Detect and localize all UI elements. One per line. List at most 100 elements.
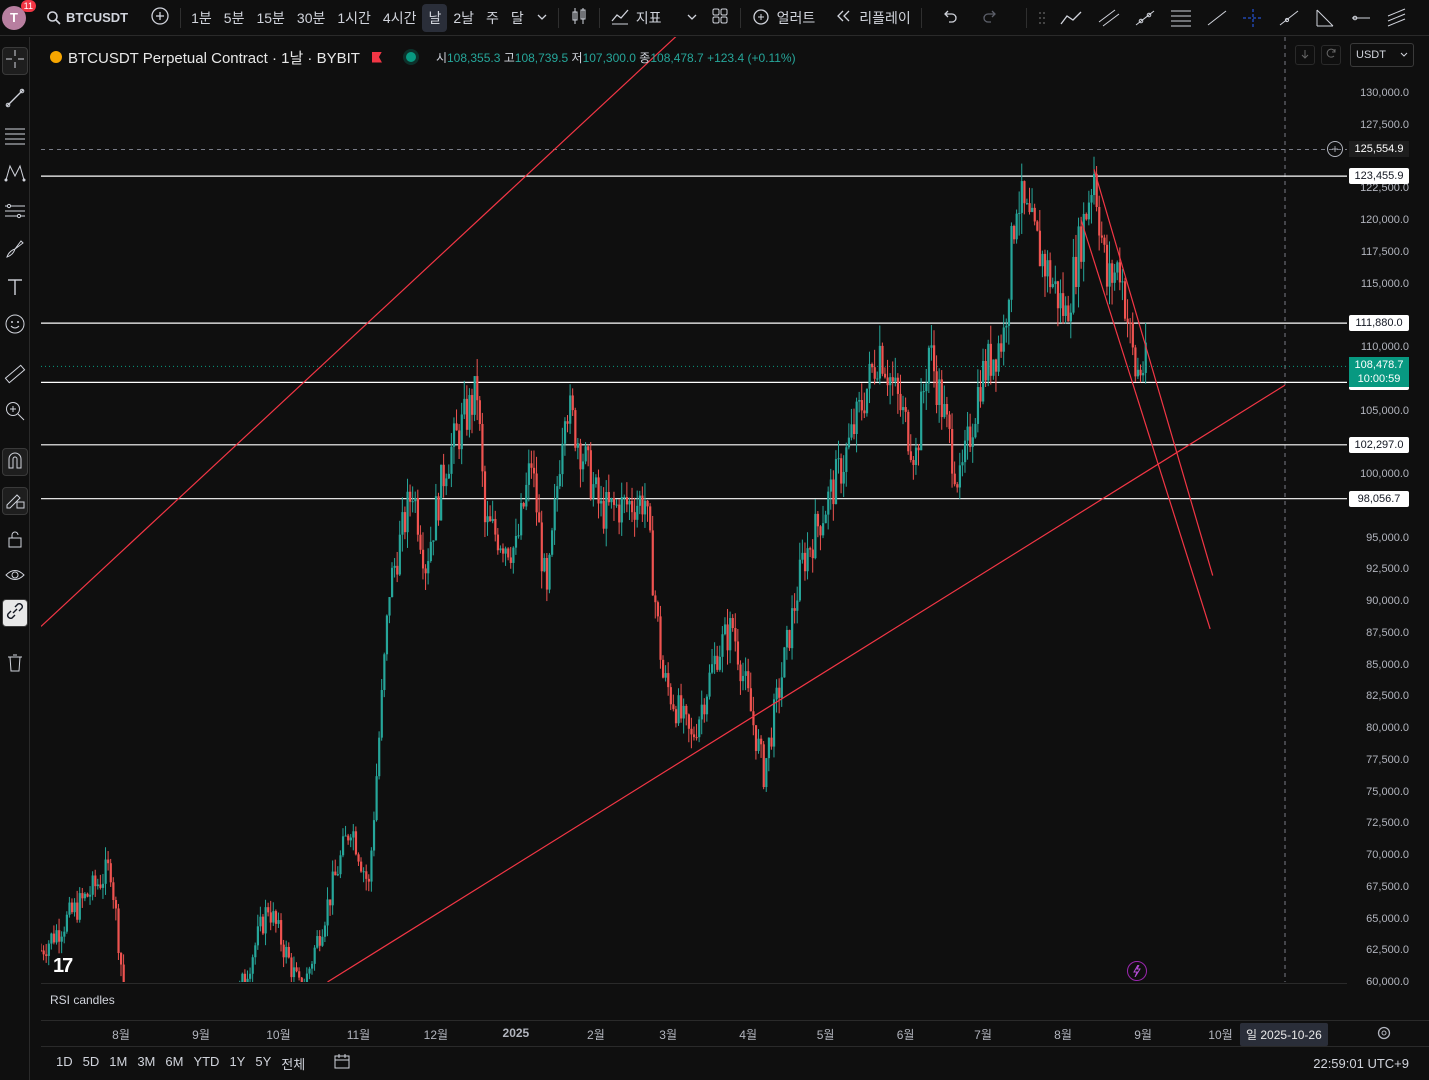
interval-button[interactable]: 날 <box>422 3 448 32</box>
undo-button[interactable] <box>934 4 964 32</box>
price-tick: 115,000.0 <box>1360 277 1409 290</box>
layouts-button[interactable] <box>704 4 736 32</box>
replay-button[interactable]: 리플레이 <box>829 4 917 32</box>
range-button[interactable]: 1D <box>56 1054 73 1069</box>
interval-button[interactable]: 주 <box>486 9 499 26</box>
candle-body <box>912 459 915 465</box>
candle-body <box>349 837 352 841</box>
interval-button[interactable]: 1시간 <box>337 9 371 26</box>
time-tick: 7월 <box>974 1028 992 1042</box>
candle-body <box>473 376 476 415</box>
alert-button[interactable]: 얼러트 <box>745 4 822 32</box>
crosshair-tool-icon[interactable] <box>1235 4 1271 32</box>
candle-body <box>618 504 621 523</box>
date-range-button[interactable] <box>332 1051 352 1076</box>
sync-drawings-button[interactable] <box>2 599 28 627</box>
add-alert-plus-icon[interactable]: + <box>1327 141 1343 158</box>
interval-button[interactable]: 15분 <box>256 9 285 26</box>
candle-body <box>465 398 469 430</box>
zoom-tool-button[interactable] <box>2 399 28 427</box>
interval-button[interactable]: 4시간 <box>382 9 417 26</box>
symbol-title[interactable]: BTCUSDT Perpetual Contract · 1날 · BYBIT <box>68 49 360 67</box>
redo-button[interactable] <box>976 4 1006 32</box>
compare-symbol-button[interactable] <box>144 4 176 32</box>
range-button[interactable]: 전체 <box>281 1057 306 1072</box>
interval-button[interactable]: 2날 <box>453 9 475 26</box>
settings-gear-icon[interactable] <box>1376 1025 1392 1046</box>
parallel-channel-tool-icon[interactable] <box>1091 4 1127 32</box>
magnet-mode-button[interactable] <box>2 448 28 476</box>
price-tick: 62,500.0 <box>1366 944 1409 957</box>
interval-button[interactable]: 1분 <box>191 9 212 26</box>
candle-body <box>850 424 853 438</box>
drag-handle-icon[interactable] <box>1037 10 1047 26</box>
interval-button[interactable]: 30분 <box>296 9 326 26</box>
flag-icon[interactable] <box>371 51 382 63</box>
range-button[interactable]: 3M <box>137 1054 156 1069</box>
extended-line-tool-icon[interactable] <box>1271 4 1307 32</box>
remove-drawings-button[interactable] <box>2 651 28 679</box>
candle-body <box>951 428 954 474</box>
range-button[interactable]: 5Y <box>255 1054 272 1069</box>
candle-body <box>429 541 432 562</box>
fib-tool-button[interactable] <box>2 124 28 152</box>
lightning-icon[interactable] <box>1127 961 1147 981</box>
range-button[interactable]: YTD <box>193 1054 220 1069</box>
horizontal-ray-tool-icon[interactable] <box>1343 4 1379 32</box>
candle-body <box>421 549 425 569</box>
pattern-tool-button[interactable] <box>2 161 28 189</box>
candle-body <box>576 443 580 448</box>
user-avatar[interactable]: T 11 <box>2 0 36 30</box>
candle-body <box>816 513 820 527</box>
interval-dropdown-button[interactable] <box>530 4 554 32</box>
clock-timezone[interactable]: 22:59:01 UTC+9 <box>1313 1056 1409 1071</box>
price-chart[interactable] <box>41 37 1347 982</box>
scroll-down-button[interactable] <box>1295 45 1315 65</box>
time-tick: 4월 <box>739 1028 758 1042</box>
auto-scale-button[interactable] <box>1321 45 1341 65</box>
interval-button[interactable]: 5분 <box>223 9 245 26</box>
pitchfork-tool-icon[interactable] <box>1307 4 1343 32</box>
brush-tool-button[interactable] <box>2 237 28 265</box>
trendline-tool-button[interactable] <box>2 86 28 114</box>
trend-line-tool-icon[interactable] <box>1127 4 1163 32</box>
candle-body <box>401 512 404 535</box>
range-button[interactable]: 1Y <box>229 1054 246 1069</box>
candle-body <box>772 699 776 747</box>
pane-separator[interactable] <box>41 983 1347 984</box>
rsi-pane[interactable] <box>41 984 1347 1020</box>
time-axis[interactable]: 8월 9월 10월 11월 12월 2025 2월 3월 4월 5월 6월 7월 8월 9월 10월 일 2… <box>41 1020 1429 1046</box>
fib-retracement-tool-icon[interactable] <box>1163 4 1199 32</box>
range-button[interactable]: 1M <box>109 1054 128 1069</box>
channel-upper-line <box>41 37 677 627</box>
time-tick: 11월 <box>346 1028 371 1042</box>
hide-drawings-button[interactable] <box>2 563 28 591</box>
stay-in-drawing-mode-button[interactable] <box>2 487 28 515</box>
range-button[interactable]: 5D <box>82 1054 100 1069</box>
candle-body <box>1131 322 1134 348</box>
range-button[interactable]: 6M <box>165 1054 184 1069</box>
measure-tool-button[interactable] <box>2 362 28 390</box>
bar-countdown: 10:00:59 <box>1357 373 1401 386</box>
lock-drawings-button[interactable] <box>2 527 28 555</box>
ray-tool-icon[interactable] <box>1199 4 1235 32</box>
multi-line-tool-icon[interactable] <box>1379 4 1415 32</box>
symbol-search-button[interactable]: BTCUSDT <box>40 4 134 32</box>
candle-body <box>729 618 732 651</box>
crosshair-tool-button[interactable] <box>2 47 28 75</box>
undo-icon <box>940 7 958 28</box>
chart-canvas[interactable] <box>41 37 1347 982</box>
tradingview-logo[interactable]: 17 <box>53 955 73 977</box>
icon-tool-button[interactable] <box>2 312 28 340</box>
candles-icon <box>569 6 589 29</box>
chart-type-button[interactable] <box>563 4 595 32</box>
indicators-button[interactable]: 지표 <box>604 4 668 32</box>
forecast-tool-button[interactable] <box>2 199 28 227</box>
currency-select[interactable]: USDT <box>1350 43 1414 67</box>
price-axis[interactable]: USDT 130,000.0 127,500.0 122,500.0 120,000.… <box>1295 37 1429 1020</box>
interval-button[interactable]: 달 <box>510 9 524 26</box>
text-tool-button[interactable] <box>2 275 28 303</box>
indicators-dropdown-button[interactable] <box>680 4 704 32</box>
path-tool-icon[interactable] <box>1053 4 1091 32</box>
rsi-indicator-label[interactable]: RSI candles <box>50 993 115 1007</box>
